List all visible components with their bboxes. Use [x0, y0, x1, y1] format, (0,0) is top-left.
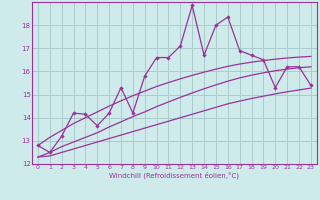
X-axis label: Windchill (Refroidissement éolien,°C): Windchill (Refroidissement éolien,°C): [109, 172, 239, 179]
